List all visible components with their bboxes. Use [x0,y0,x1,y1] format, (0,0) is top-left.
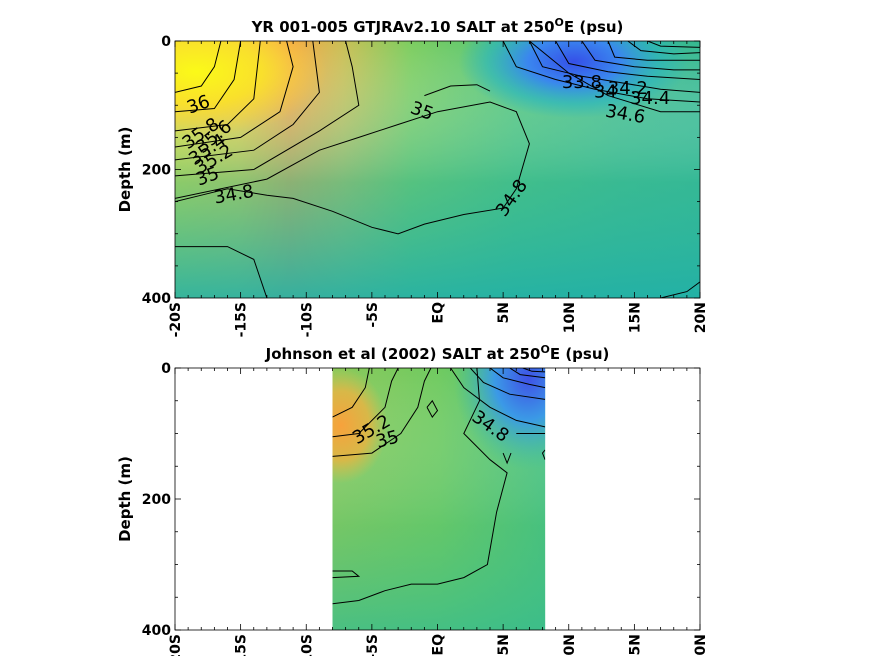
contour-label: 34 [594,81,617,102]
contour-line [607,41,700,61]
chart-title: Johnson et al (2002) SALT at 250OE (psu) [265,343,610,363]
x-tick-label: 10N [562,302,578,333]
y-tick-label: 200 [142,163,171,179]
contour-label: 34.4 [630,88,670,109]
x-tick-label: EQ [431,634,447,656]
x-tick-label: -15S [234,302,250,337]
contour-line [175,41,242,113]
contour-line [581,41,700,71]
x-tick-label: -5S [365,634,381,656]
contour-line [175,41,320,161]
x-tick-label: 5N [496,302,512,323]
x-tick-label: -20S [168,302,184,337]
contour-line [332,368,508,605]
x-tick-label: 15N [627,634,643,656]
contour-line [175,41,261,132]
x-tick-label: 15N [627,302,643,333]
contour-line [489,368,546,389]
contour-line [502,452,512,465]
contour-line [332,368,370,418]
x-tick-label: 20N [693,634,709,656]
y-axis-label: Depth (m) [116,456,134,542]
contour-line [175,41,360,177]
contour-line [528,41,700,93]
contour-line [332,368,399,438]
salinity-field [175,41,700,298]
salinity-field [332,368,546,630]
y-axis-label: Depth (m) [116,127,134,213]
x-tick-label: -10S [299,634,315,656]
contour-line [541,449,546,460]
contour-label: 34.2 [608,78,648,99]
panel-2: 35.235 34.8-20S -15S -10S -5S EQ 5N 10N 15N 20N02… [116,343,709,660]
contour-line [175,41,222,93]
contour-line [332,368,432,457]
y-tick-label: 200 [142,492,171,508]
y-tick-label: 0 [161,361,171,377]
contour-line [555,41,700,80]
contour-line [509,368,546,379]
contour-line [175,41,294,148]
contour-label: 33.8 [562,72,602,93]
x-tick-label: -5S [365,302,381,328]
contour-line [175,246,268,298]
contour-line [522,368,546,373]
y-tick-label: 0 [161,34,171,50]
contour-line [332,570,361,579]
panel-1: 3635.835.635.435.23534.83534.833.83434.2… [116,16,709,337]
y-tick-label: 400 [142,623,171,639]
contour-lines [175,41,700,298]
contour-lines [332,368,546,605]
contour-line [450,368,546,428]
chart-title: YR 001-005 GTJRAv2.10 SALT at 250OE (psu… [251,16,624,36]
x-tick-label: EQ [431,302,447,324]
contour-line [175,101,530,235]
y-tick-label: 400 [142,291,171,307]
x-tick-label: 10N [562,634,578,656]
contour-line [469,368,546,400]
contour-line [660,281,700,298]
contour-line [647,41,700,48]
x-tick-label: 5N [496,634,512,655]
x-tick-label: -10S [299,302,315,337]
x-tick-label: 20N [693,302,709,333]
contour-line [502,41,700,103]
contour-line [424,84,491,97]
x-tick-label: -15S [234,634,250,656]
contour-line [426,399,439,419]
x-tick-label: -20S [168,634,184,656]
contour-line [529,41,700,113]
